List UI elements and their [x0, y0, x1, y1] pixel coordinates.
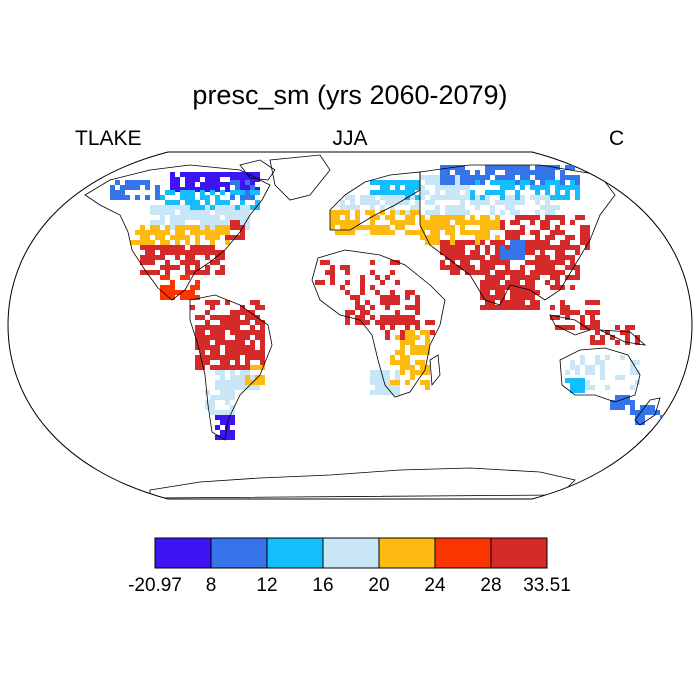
colorbar-label-6: 28 — [480, 575, 502, 596]
colorbar-label-0: -20.97 — [128, 575, 182, 596]
colorbar-box-2 — [266, 537, 324, 569]
data-region-30 — [370, 370, 400, 395]
coastlines — [84, 154, 661, 499]
data-region-32 — [500, 240, 525, 260]
data-region-33 — [480, 275, 540, 310]
data-region-37 — [565, 355, 640, 390]
colorbar-box-4 — [378, 537, 436, 569]
colorbar-box-6 — [490, 537, 548, 569]
colorbar-box-5 — [434, 537, 492, 569]
data-region-25 — [315, 260, 400, 290]
subtitle-center: JJA — [332, 127, 368, 150]
coastline-11 — [599, 329, 647, 346]
colorbar-label-4: 20 — [368, 575, 390, 596]
colorbar — [154, 537, 548, 569]
colorbar-box-0 — [154, 537, 212, 569]
data-region-29 — [390, 355, 430, 390]
colorbar-label-7: 33.51 — [523, 575, 571, 596]
data-region-8 — [160, 275, 200, 300]
coastline-2 — [269, 154, 331, 201]
coastline-7 — [429, 354, 441, 387]
colorbar-label-2: 12 — [256, 575, 278, 596]
coastline-9 — [634, 397, 661, 426]
data-region-12 — [215, 370, 260, 390]
data-region-7 — [140, 245, 225, 275]
data-region-28 — [395, 330, 430, 355]
colorbar-label-5: 24 — [424, 575, 446, 596]
colorbar-label-1: 8 — [205, 575, 217, 596]
data-region-22 — [460, 195, 560, 215]
data-region-35 — [550, 300, 600, 330]
data-region-21 — [330, 210, 420, 235]
data-region-6 — [225, 220, 245, 240]
data-region-14 — [215, 415, 235, 440]
coastline-10 — [549, 314, 591, 336]
data-region-26 — [345, 290, 420, 325]
data-region-11 — [195, 320, 265, 370]
colorbar-box-3 — [322, 537, 380, 569]
coastline-8 — [559, 347, 641, 403]
colorbar-box-1 — [210, 537, 268, 569]
data-region-38 — [565, 378, 585, 393]
coastline-3 — [189, 294, 273, 441]
subtitle-right: C — [609, 127, 625, 150]
land-data-cells — [110, 165, 665, 440]
data-region-1 — [110, 180, 160, 200]
colorbar-label-3: 16 — [312, 575, 334, 596]
data-region-31 — [440, 240, 540, 275]
coastline-1 — [239, 159, 276, 181]
data-region-9 — [230, 180, 255, 200]
coastline-6 — [311, 249, 446, 398]
data-region-4 — [130, 225, 170, 245]
coastline-12 — [149, 467, 576, 499]
data-region-2 — [160, 190, 260, 210]
data-region-5 — [170, 225, 230, 245]
map-title: presc_sm (yrs 2060-2079) — [192, 80, 508, 110]
subtitle-left: TLAKE — [75, 127, 142, 150]
coastline-0 — [84, 164, 271, 301]
